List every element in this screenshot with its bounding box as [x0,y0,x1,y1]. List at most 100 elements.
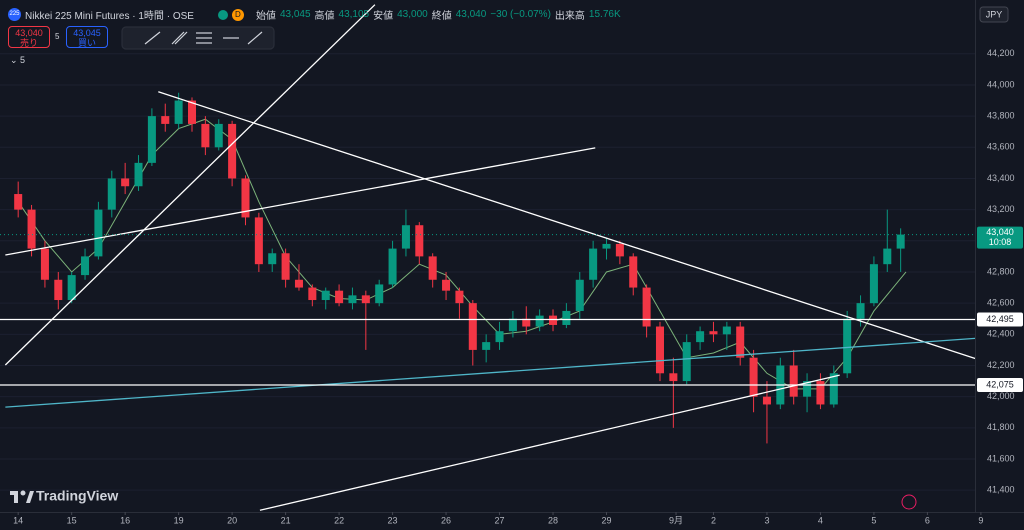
x-tick-label: 3 [764,515,769,525]
y-tick-label: 43,400 [987,173,1015,183]
candle-body [896,234,905,249]
candle-body [736,326,745,358]
candle-body [121,178,130,187]
candle-body [442,279,451,291]
candle-body [816,381,825,405]
candle-body [40,248,49,280]
y-tick-label: 41,800 [987,422,1015,432]
candle-body [629,256,638,288]
last-time-label: 10:08 [989,237,1012,247]
y-tick-label: 42,200 [987,360,1015,370]
buy-price: 43,045 [73,28,101,38]
change: −30 (−0.07%) [490,9,551,20]
candle-body [455,290,464,304]
candle-body [335,290,344,304]
candle-body [375,284,384,304]
badge: D [231,8,244,21]
candle-body [268,253,277,265]
candle-body [508,318,517,332]
candle-body [495,331,504,343]
buy-button[interactable]: 43,045 買い [66,26,108,48]
indicators-toggle[interactable]: ⌄ 5 [10,55,26,65]
candle-body [883,248,892,265]
x-tick-label: 9 [978,515,983,525]
last-price-tag [977,226,1023,249]
buy-label: 買い [77,38,96,48]
candle-body [241,178,250,218]
alert-icon[interactable] [901,494,917,510]
sell-button[interactable]: 43,040 売り [8,26,50,48]
candle-body [294,279,303,288]
candle-body [869,264,878,304]
spread: 5 [55,32,60,41]
y-tick-label: 42,400 [987,329,1015,339]
plot [0,4,975,511]
candle-body [709,331,718,335]
candle-body [94,209,103,257]
trend-line [158,91,975,360]
candle-body [147,116,156,163]
tv-logo [10,490,34,503]
candle-body [254,217,263,265]
x-tick-label: 21 [281,515,291,525]
candle-body [308,287,317,301]
candle-body [361,295,370,304]
candle-body [522,318,531,327]
candle-body [348,295,357,304]
candle-body [281,253,290,280]
x-tick-label: 14 [13,515,23,525]
trend-line [5,147,596,256]
candle-body [696,331,705,343]
candle-body [856,303,865,319]
candle-body [722,326,731,335]
x-tick-label: 6 [925,515,930,525]
candle-body [214,123,223,148]
candle-body [401,225,410,249]
close: 43,040 [455,9,487,20]
y-tick-label: 41,400 [987,485,1015,495]
candle-body [174,100,183,124]
high-label: 高値 [314,11,335,22]
candle-body [27,209,36,249]
candle-body [549,315,558,325]
currency: JPY [986,9,1003,19]
candle-body [669,373,678,382]
candle-body [749,357,758,397]
candle-body [562,310,571,325]
x-tick-label: 23 [388,515,398,525]
y-tick-label: 43,200 [987,204,1015,214]
candle-body [14,194,23,210]
candle-body [535,315,544,327]
x-tick-label: 26 [441,515,451,525]
candle-body [468,303,477,350]
status-dot [217,9,228,20]
candle-body [228,123,237,179]
x-tick-label: 19 [174,515,184,525]
y-tick-label: 43,600 [987,142,1015,152]
candle-body [642,287,651,327]
brand: TradingView [36,488,118,504]
candle-body [134,162,143,187]
currency-button[interactable] [979,6,1009,23]
low: 43,000 [397,9,428,20]
trend-line [5,337,975,408]
candle-body [388,248,397,285]
x-tick-label: 15 [67,515,77,525]
sell-price: 43,040 [15,28,43,38]
candle-body [762,396,771,405]
y-tick-label: 43,800 [987,110,1015,120]
candle-body [655,326,664,374]
y-tick-label: 41,600 [987,453,1015,463]
open-label: 始値 [255,11,276,22]
x-tick-label: 27 [495,515,505,525]
y-tick-label: 42,800 [987,266,1015,276]
candle-body [829,373,838,405]
symbol[interactable]: Nikkei 225 Mini Futures · 1時間 · OSE [25,11,194,22]
candle-body [803,381,812,397]
x-tick-label: 4 [818,515,823,525]
candle-body [161,116,170,124]
candle-body [415,225,424,257]
candle-body [54,279,63,301]
close-label: 終値 [431,11,452,22]
x-tick-label: 2 [711,515,716,525]
